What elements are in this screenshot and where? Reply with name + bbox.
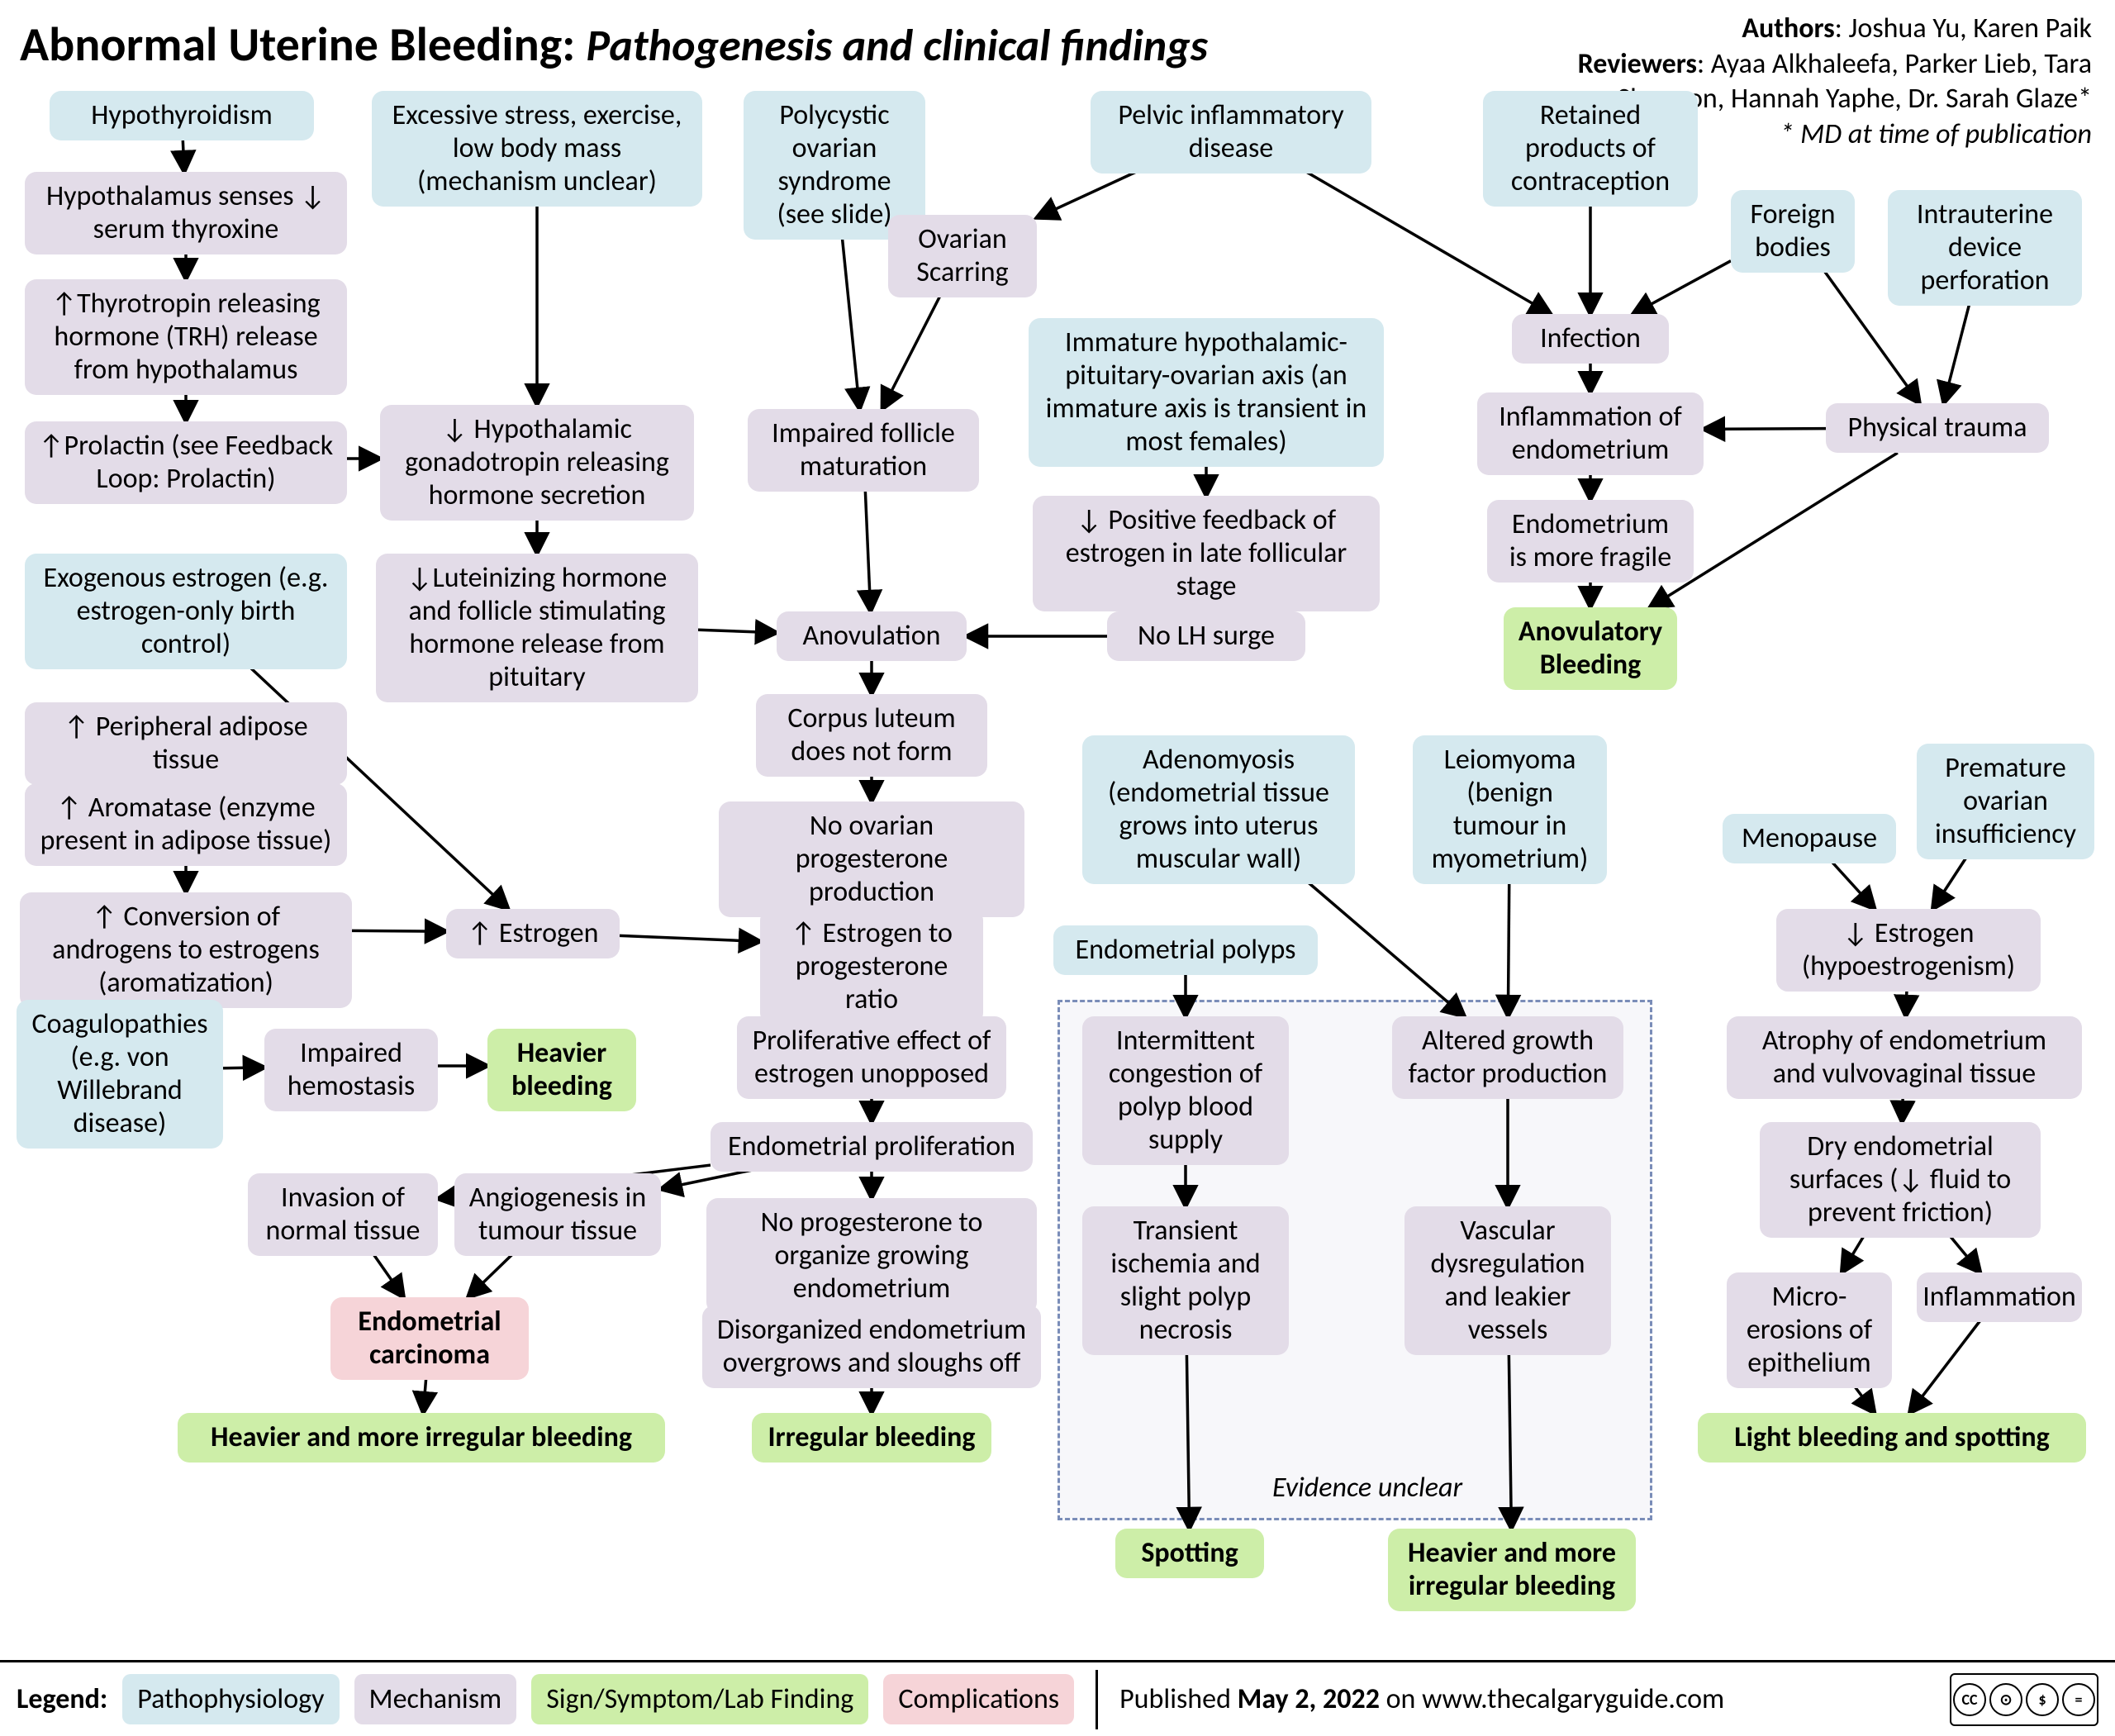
node-noorg: No progesterone to organize growing endo… [706, 1198, 1037, 1314]
node-congest: Intermittent congestion of polyp blood s… [1082, 1016, 1289, 1165]
arrow-pcos-to-impfoll [842, 231, 860, 409]
title-sub: Pathogenesis and clinical findings [586, 18, 1208, 73]
flowchart-canvas: Hypothyroidism Hypothalamus senses ↓ seru… [0, 83, 2115, 1636]
node-leio: Leiomyoma (benign tumour in myometrium) [1413, 735, 1607, 884]
node-ovscar: Ovarian Scarring [888, 215, 1037, 297]
node-nolh: No LH surge [1107, 611, 1305, 661]
arrow-iud-to-trauma [1944, 297, 1971, 403]
node-hypo-senses: Hypothalamus senses ↓ serum thyroxine [25, 172, 347, 254]
node-iud: Intrauterine device perforation [1888, 190, 2082, 306]
arrow-upest-to-epratio [620, 935, 760, 941]
footer-bar: Legend: Pathophysiology Mechanism Sign/Sym… [0, 1660, 2115, 1736]
node-posfb: ↓ Positive feedback of estrogen in late … [1033, 496, 1380, 611]
node-spotting: Spotting [1115, 1529, 1264, 1578]
node-vascdys: Vascular dysregulation and leakier vesse… [1404, 1206, 1611, 1355]
node-prolif: Proliferative effect of estrogen unoppos… [737, 1016, 1006, 1099]
page-title: Abnormal Uterine Bleeding: Pathogenesis … [20, 15, 1441, 74]
authors: Joshua Yu, Karen Paik [1849, 12, 2092, 45]
node-pid: Pelvic inflammatory disease [1091, 91, 1371, 174]
arrow-lhfsh-to-anov [698, 630, 777, 633]
authors-label: Authors [1742, 12, 1834, 45]
node-heavirr2: Heavier and more irregular bleeding [1388, 1529, 1636, 1611]
node-anov: Anovulation [777, 611, 967, 661]
node-infection: Infection [1512, 314, 1669, 364]
node-polyps: Endometrial polyps [1053, 925, 1318, 975]
node-hypothy: Hypothyroidism [50, 91, 314, 140]
node-trauma: Physical trauma [1826, 403, 2049, 453]
node-endoprolif: Endometrial proliferation [711, 1122, 1033, 1172]
node-noprog: No ovarian progesterone production [719, 801, 1024, 917]
node-exog: Exogenous estrogen (e.g. estrogen-only b… [25, 554, 347, 669]
node-stress: Excessive stress, exercise, low body mas… [372, 91, 702, 207]
node-lhfsh: ↓Luteinizing hormone and follicle stimul… [376, 554, 698, 702]
arrow-foreign-to-infection [1633, 261, 1731, 314]
node-poi: Premature ovarian insufficiency [1917, 744, 2094, 859]
node-inflam-endo: Inflammation of endometrium [1477, 392, 1704, 475]
node-foreign: Foreign bodies [1731, 190, 1855, 273]
arrow-poi-to-hypoest [1932, 851, 1970, 909]
node-heavirr1: Heavier and more irregular bleeding [178, 1413, 665, 1463]
node-corpus: Corpus luteum does not form [756, 694, 987, 777]
node-fragile: Endometrium is more fragile [1487, 500, 1694, 583]
node-adipose: ↑ Peripheral adipose tissue [25, 702, 347, 785]
node-aroma: ↑ Aromatase (enzyme present in adipose t… [25, 783, 347, 866]
footer-divider [1096, 1670, 1098, 1729]
arrow-menopause-to-hypoest [1830, 860, 1875, 909]
legend-chip-patho: Pathophysiology [122, 1674, 339, 1724]
legend-label: Legend: [17, 1682, 107, 1716]
node-epratio: ↑ Estrogen to progesterone ratio [760, 909, 983, 1025]
node-polypnec: Transient ischemia and slight polyp necr… [1082, 1206, 1289, 1355]
published-text: Published May 2, 2022 on www.thecalgaryg… [1119, 1682, 1724, 1716]
title-main: Abnormal Uterine Bleeding: [20, 15, 586, 74]
node-hypoest: ↓ Estrogen (hypoestrogenism) [1776, 909, 2041, 992]
evidence-unclear-label: Evidence unclear [1272, 1471, 1462, 1505]
node-inflam: Inflammation [1917, 1272, 2082, 1322]
node-coag: Coagulopathies (e.g. von Willebrand dise… [17, 1000, 223, 1149]
legend-chip-mech: Mechanism [354, 1674, 517, 1724]
node-imphemo: Impaired hemostasis [264, 1029, 438, 1111]
node-retained: Retained products of contraception [1483, 91, 1698, 207]
cc-license-icon: CC⊙$= [1950, 1673, 2098, 1726]
node-slough: Disorganized endometrium overgrows and s… [702, 1306, 1041, 1388]
node-lightbleed: Light bleeding and spotting [1698, 1413, 2086, 1463]
node-gnrh: ↓ Hypothalamic gonadotropin releasing ho… [380, 405, 694, 521]
arrow-hypothy-to-hypo-senses [183, 140, 184, 172]
node-irreg: Irregular bleeding [752, 1413, 991, 1463]
node-angio: Angiogenesis in tumour tissue [454, 1173, 661, 1256]
legend-chip-comp: Complications [883, 1674, 1074, 1724]
node-impfoll: Impaired follicle maturation [748, 409, 979, 492]
node-adeno: Adenomyosis (endometrial tissue grows in… [1082, 735, 1355, 884]
node-altgrow: Altered growth factor production [1392, 1016, 1623, 1099]
node-trh: ↑Thyrotropin releasing hormone (TRH) rel… [25, 279, 347, 395]
arrow-trauma-to-inflam-endo [1704, 429, 1826, 430]
arrow-convand-to-upest [352, 930, 446, 931]
arrow-impfoll-to-anov [865, 483, 871, 611]
node-endocarc: Endometrial carcinoma [330, 1297, 529, 1380]
arrow-inflam-to-lightbleed [1909, 1319, 1981, 1413]
arrow-adeno-to-altgrow [1300, 876, 1464, 1016]
node-invasion: Invasion of normal tissue [248, 1173, 438, 1256]
node-menopause: Menopause [1723, 814, 1896, 863]
node-atrophy: Atrophy of endometrium and vulvovaginal … [1727, 1016, 2082, 1099]
node-prolactin: ↑Prolactin (see Feedback Loop: Prolactin… [25, 421, 347, 504]
node-upest: ↑ Estrogen [446, 909, 620, 958]
arrow-leio-to-altgrow [1508, 876, 1509, 1016]
arrow-ovscar-to-impfoll [882, 289, 943, 409]
reviewers-label: Reviewers [1578, 47, 1697, 81]
node-immature: Immature hypothalamic-pituitary-ovarian … [1029, 318, 1384, 467]
node-anovbleed: Anovulatory Bleeding [1504, 607, 1677, 690]
legend-chip-sign: Sign/Symptom/Lab Finding [531, 1674, 868, 1724]
node-micro: Micro-erosions of epithelium [1727, 1272, 1892, 1388]
node-convand: ↑ Conversion of androgens to estrogens (… [20, 892, 352, 1008]
node-dry: Dry endometrial surfaces (↓ fluid to pre… [1760, 1122, 2041, 1238]
node-heavier: Heavier bleeding [487, 1029, 636, 1111]
